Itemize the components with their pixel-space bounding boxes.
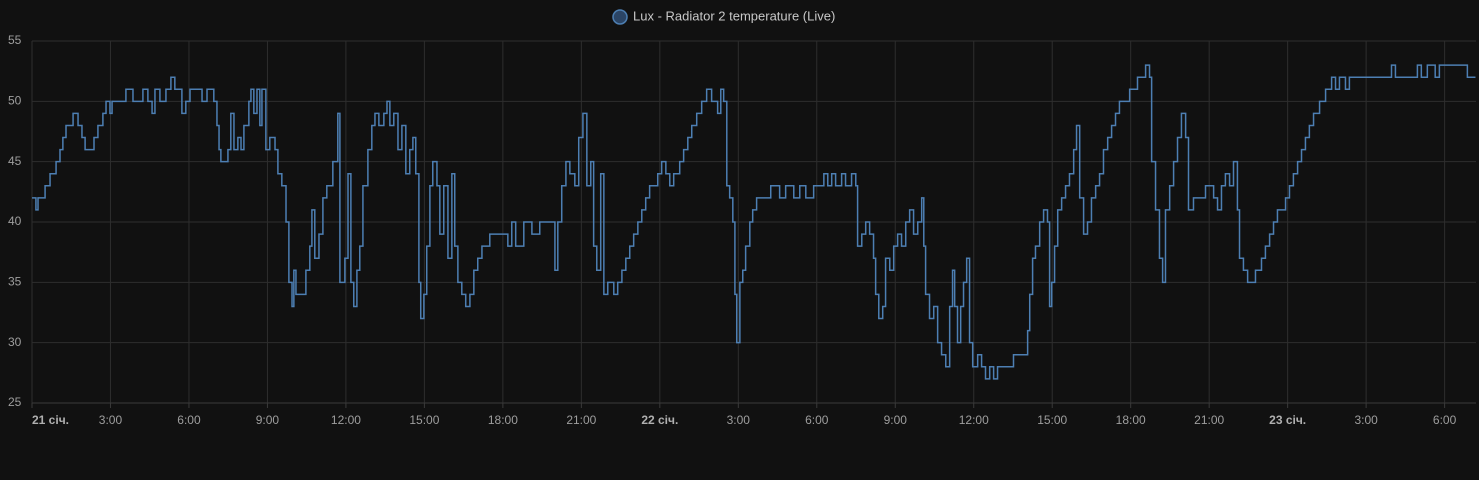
y-tick-label: 55 [8,33,22,47]
y-tick-label: 40 [8,214,22,228]
x-tick-label: 3:00 [1354,413,1378,427]
x-tick-label: 6:00 [805,413,829,427]
x-tick-label: 21:00 [1194,413,1224,427]
legend-label: Lux - Radiator 2 temperature (Live) [633,8,835,23]
x-tick-label: 3:00 [99,413,123,427]
x-tick-label: 3:00 [727,413,751,427]
x-tick-label: 22 січ. [641,413,678,427]
y-tick-label: 30 [8,335,22,349]
x-tick-label: 15:00 [1037,413,1067,427]
y-tick-label: 45 [8,154,22,168]
y-tick-label: 50 [8,94,22,108]
x-tick-label: 6:00 [1433,413,1457,427]
series-line [32,64,1476,380]
x-tick-label: 6:00 [177,413,201,427]
x-tick-label: 12:00 [331,413,361,427]
x-tick-label: 15:00 [409,413,439,427]
x-tick-label: 21 січ. [32,413,69,427]
x-tick-label: 9:00 [256,413,280,427]
legend: Lux - Radiator 2 temperature (Live) [612,8,835,25]
y-tick-label: 35 [8,275,22,289]
x-tick-label: 23 січ. [1269,413,1306,427]
x-tick-label: 12:00 [959,413,989,427]
x-tick-label: 21:00 [566,413,596,427]
x-tick-label: 18:00 [488,413,518,427]
y-tick-label: 25 [8,395,22,409]
x-tick-label: 18:00 [1116,413,1146,427]
legend-marker [612,9,628,25]
x-tick-label: 9:00 [884,413,908,427]
